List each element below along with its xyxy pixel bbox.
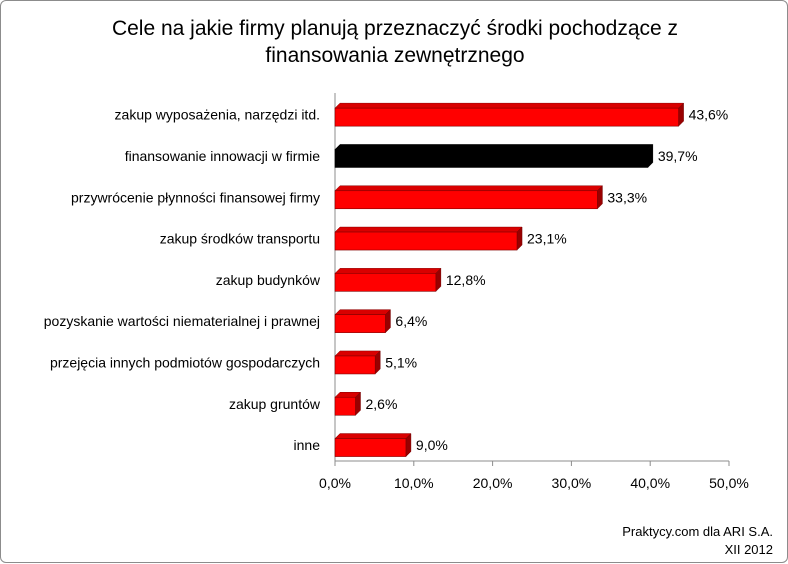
value-label: 39,7% — [658, 148, 698, 164]
x-tick-label: 0,0% — [319, 475, 351, 491]
source-note: Praktycy.com dla ARI S.A. XII 2012 — [622, 523, 773, 559]
value-label: 43,6% — [689, 107, 729, 123]
value-label: 2,6% — [365, 396, 397, 412]
category-label: pozyskanie wartości niematerialnej i pra… — [44, 313, 320, 329]
bar-top-face — [334, 309, 392, 315]
x-tick-label: 30,0% — [552, 475, 592, 491]
category-label: zakup środków transportu — [160, 231, 320, 247]
value-label: 6,4% — [395, 313, 427, 329]
bar — [334, 231, 518, 251]
bar-top-face — [334, 226, 523, 233]
x-tick-label: 20,0% — [473, 475, 513, 491]
value-label: 9,0% — [416, 437, 448, 453]
bar — [334, 273, 437, 292]
category-label: przejęcia innych podmiotów gospodarczych — [50, 354, 320, 370]
chart-title: Cele na jakie firmy planują przeznaczyć … — [111, 17, 679, 67]
value-label: 23,1% — [527, 231, 567, 247]
bar — [334, 107, 679, 127]
bar — [334, 438, 407, 457]
bar — [334, 190, 598, 210]
source-line: Praktycy.com dla ARI S.A. — [622, 524, 773, 539]
x-tick-label: 50,0% — [709, 475, 749, 491]
bar — [334, 149, 649, 168]
value-label: 5,1% — [385, 354, 417, 370]
category-label: zakup wyposażenia, narzędzi itd. — [115, 107, 320, 123]
value-label: 33,3% — [607, 189, 647, 205]
bar — [334, 355, 376, 375]
bar-top-face — [334, 268, 442, 274]
bar-top-face — [334, 102, 685, 109]
x-tick-label: 10,0% — [394, 475, 434, 491]
value-label: 12,8% — [446, 272, 486, 288]
category-label: finansowanie innowacji w firmie — [125, 148, 321, 164]
bar-top-face — [334, 433, 412, 439]
x-tick-label: 40,0% — [630, 475, 670, 491]
category-label: przywrócenie płynności finansowej firmy — [71, 189, 320, 205]
category-label: zakup gruntów — [229, 396, 321, 412]
bar — [334, 396, 356, 416]
bar-top-face — [334, 185, 604, 191]
source-date: XII 2012 — [724, 542, 773, 557]
category-label: inne — [294, 437, 321, 453]
category-label: zakup budynków — [216, 272, 321, 288]
bar-top-face — [334, 144, 654, 150]
bar-top-face — [334, 350, 381, 357]
bar — [334, 314, 386, 333]
